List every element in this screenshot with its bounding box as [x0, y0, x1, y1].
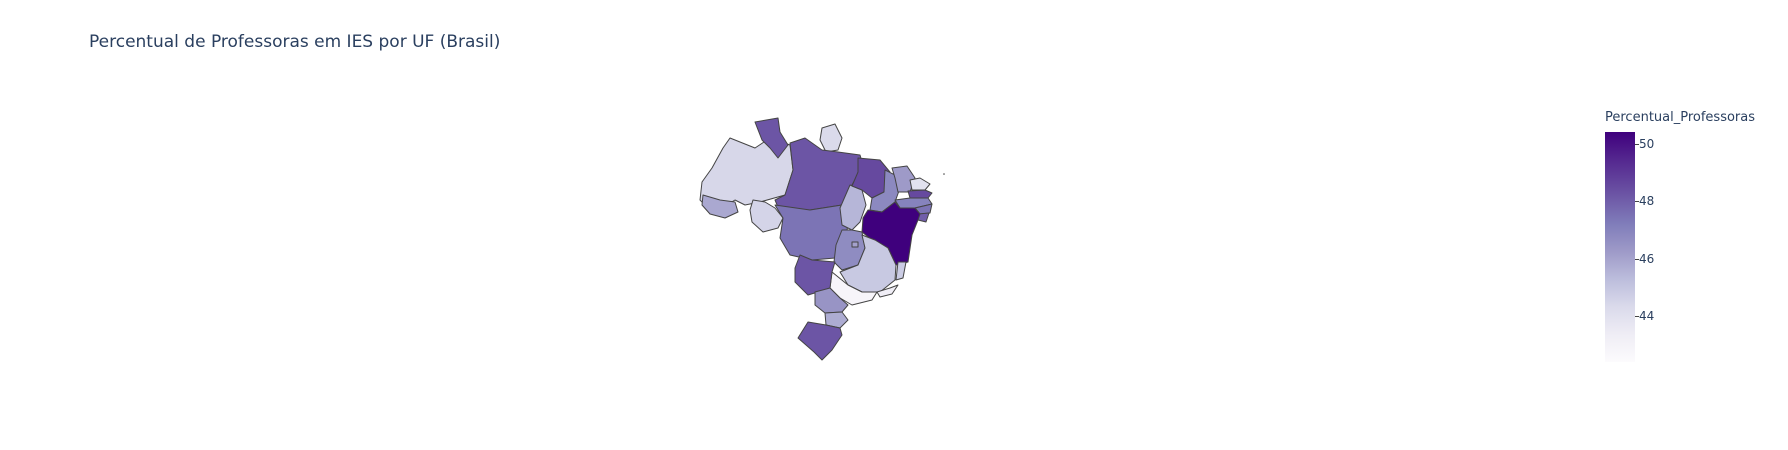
colorbar-tick-label: 46: [1639, 251, 1655, 266]
colorbar-title: Percentual_Professoras: [1605, 110, 1756, 125]
state-pr[interactable]: [814, 287, 849, 314]
colorbar-tick-label: 48: [1639, 194, 1655, 208]
colorbar-tick-label: 50: [1639, 136, 1655, 151]
state-rs[interactable]: [797, 321, 843, 361]
island-marker: [943, 173, 945, 175]
state-rj[interactable]: [876, 284, 899, 298]
state-ba[interactable]: [861, 201, 921, 266]
colorbar-tick-mark: [1635, 258, 1639, 260]
colorbar-tick-label: 44: [1639, 309, 1655, 323]
state-to[interactable]: [839, 184, 867, 231]
colorbar-gradient: [1605, 132, 1635, 362]
state-rr[interactable]: [754, 117, 789, 159]
state-df[interactable]: [851, 241, 859, 248]
state-rn[interactable]: [909, 177, 931, 191]
colorbar-tick-mark: [1635, 201, 1639, 202]
state-es[interactable]: [895, 261, 907, 281]
colorbar-tick-mark: [1635, 316, 1639, 317]
state-ro[interactable]: [749, 199, 784, 233]
state-ac[interactable]: [701, 194, 739, 219]
colorbar-tick-mark: [1635, 143, 1639, 145]
state-sc[interactable]: [824, 311, 849, 329]
state-pb[interactable]: [907, 189, 933, 199]
state-ap[interactable]: [819, 123, 843, 153]
chart-title: Percentual de Professoras em IES por UF …: [89, 32, 501, 52]
